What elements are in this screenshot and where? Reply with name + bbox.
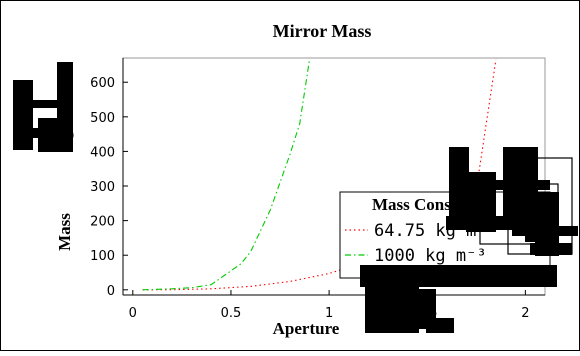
- redaction-block: [32, 128, 70, 138]
- y-tick-label: 100: [90, 249, 115, 264]
- redaction-overlays: [13, 62, 578, 333]
- y-tick-label: 500: [90, 111, 115, 126]
- redaction-block: [13, 80, 33, 150]
- redaction-block: [426, 318, 454, 333]
- y-axis-label: Mass: [55, 213, 74, 251]
- y-axis: 0 100 200 300 400 500 600: [90, 58, 128, 299]
- x-tick-label: 1: [325, 306, 333, 321]
- y-tick-label: 300: [90, 180, 115, 195]
- y-tick-label: 400: [90, 145, 115, 160]
- series-line-2: [142, 59, 311, 291]
- redaction-block: [13, 100, 60, 108]
- x-axis-label: Aperture: [273, 319, 340, 338]
- overlay-outline-box: [479, 183, 559, 245]
- series-group: [142, 59, 497, 291]
- x-tick-label: 0: [129, 306, 137, 321]
- y-tick-label: 200: [90, 215, 115, 230]
- chart-title: Mirror Mass: [273, 21, 372, 41]
- redaction-block: [449, 147, 469, 229]
- x-tick-label: 2: [521, 306, 529, 321]
- overlay-outline-box: [507, 157, 573, 255]
- redaction-block: [470, 180, 550, 190]
- y-tick-label: 0: [107, 284, 115, 299]
- redaction-block: [530, 243, 572, 255]
- legend-entry-2: 1000 kg m⁻³: [374, 246, 487, 266]
- redaction-block: [512, 226, 578, 236]
- y-tick-label: 600: [90, 76, 115, 91]
- x-tick-label: 0.5: [221, 306, 242, 321]
